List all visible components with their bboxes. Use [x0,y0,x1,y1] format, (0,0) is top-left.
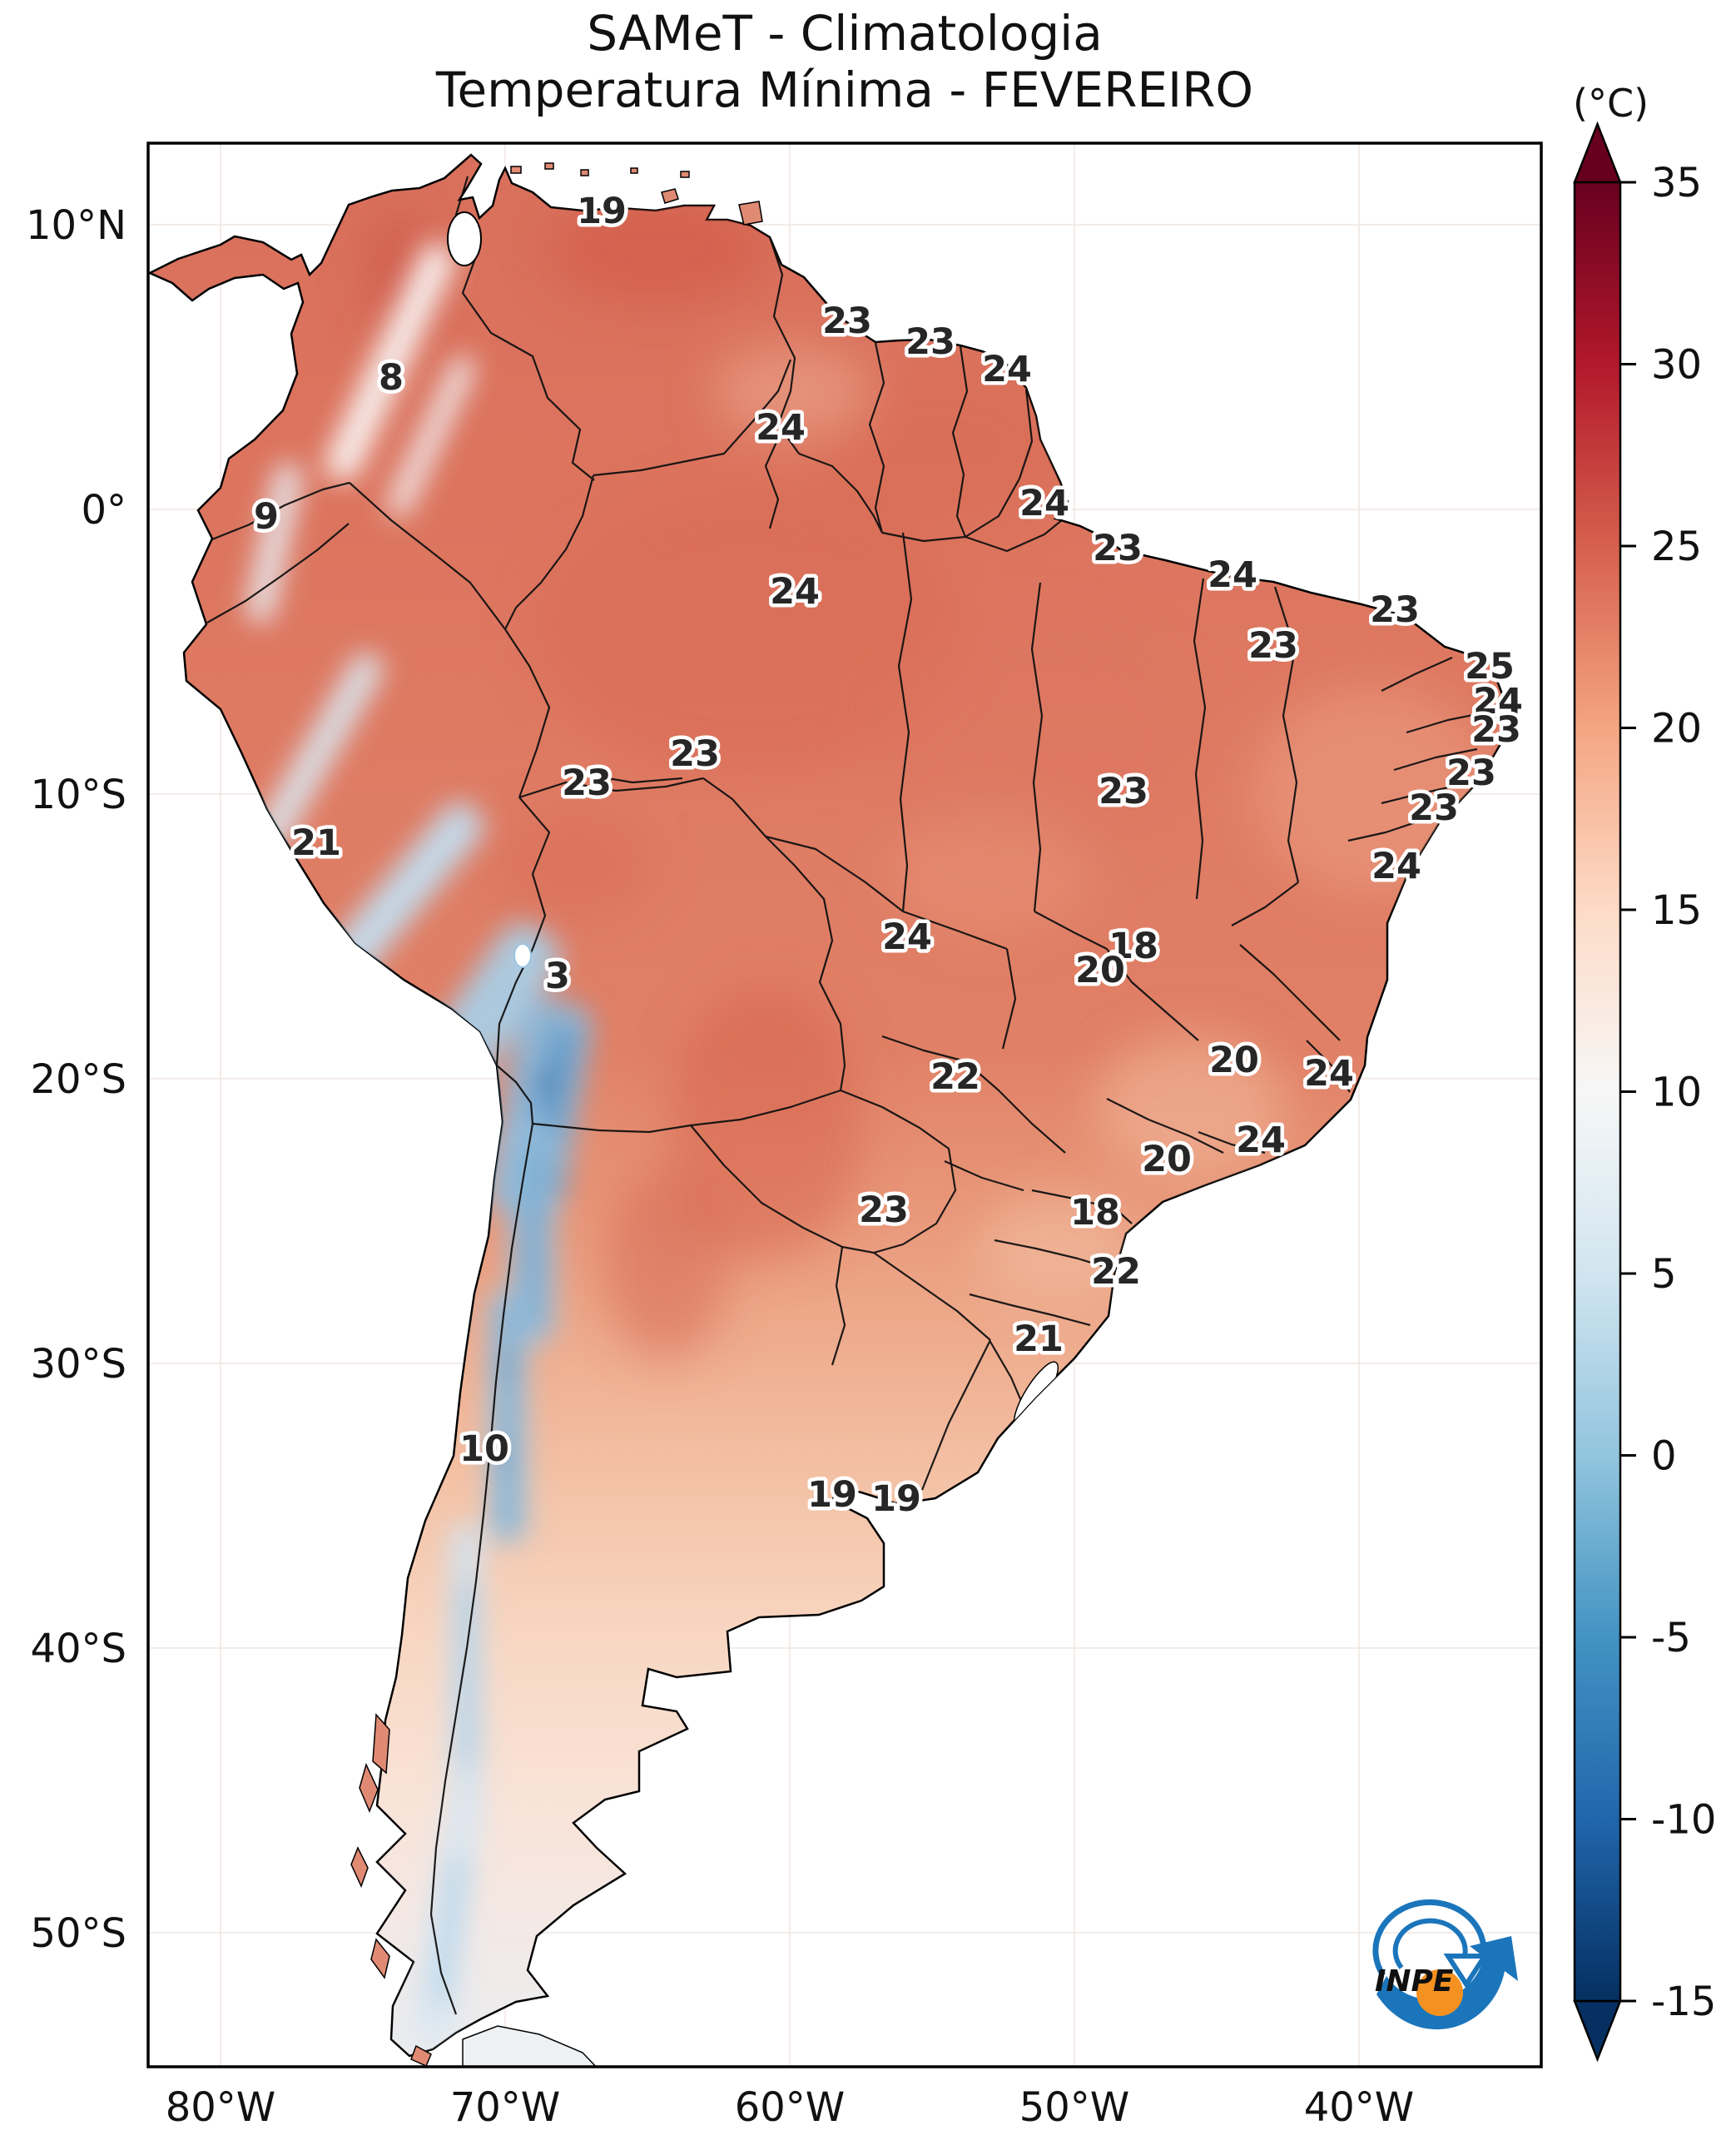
colorbar-tick-label: 20 [1651,706,1702,752]
colorbar-tick-label: 5 [1651,1251,1677,1298]
temp-label: 21 [291,822,341,864]
colorbar-tick-label: -15 [1651,1979,1716,2025]
temp-label: 19 [577,191,627,232]
temp-label: 20 [1142,1139,1192,1180]
colorbar-lower-arrow [1575,2001,1620,2059]
lat-tick-label: 20°S [30,1056,126,1103]
lon-tick-label: 50°W [1019,2084,1130,2131]
temp-label: 3 [545,956,570,997]
temp-label: 23 [905,321,955,363]
temp-label: 23 [1248,625,1298,667]
temp-label: 20 [1075,950,1125,991]
lat-tick-label: 10°S [30,772,126,818]
temp-label: 21 [1014,1318,1064,1360]
temp-label: 23 [822,300,872,342]
temp-label: 9 [254,496,279,538]
lat-tick-label: 40°S [30,1626,126,1672]
colorbar-tick-label: 25 [1651,524,1702,570]
temp-label: 24 [770,571,820,613]
map-plot-area [148,143,1541,2089]
temp-label: 23 [562,762,612,804]
temp-label: 24 [1208,554,1257,596]
temp-label: 8 [379,357,404,399]
logo-text: INPE [1375,1964,1454,1999]
lat-tick-label: 50°S [30,1910,126,1957]
lon-tick-label: 70°W [450,2084,561,2131]
temp-label: 24 [1304,1053,1354,1095]
temp-label: 23 [859,1189,909,1231]
temp-label: 24 [982,349,1032,390]
temp-label: 24 [756,407,806,449]
temp-label: 19 [807,1474,857,1516]
colorbar-ticks: 35 30 25 20 15 10 5 0 -5 -10 -15 [1620,160,1716,2025]
figure-title-line1: SAMeT - Climatologia [587,5,1103,62]
temp-label: 24 [1019,483,1069,524]
temp-label: 23 [1471,709,1521,751]
temp-label: 24 [1371,846,1421,887]
temp-label: 18 [1070,1192,1120,1234]
temp-label: 10 [459,1428,509,1470]
temp-label: 20 [1209,1040,1259,1081]
temp-label: 22 [1091,1251,1141,1293]
longitude-axis-labels: 80°W 70°W 60°W 50°W 40°W [166,2084,1415,2131]
lon-tick-label: 40°W [1304,2084,1415,2131]
figure-title-line2: Temperatura Mínima - FEVEREIRO [435,62,1253,118]
colorbar: (°C) 35 30 25 20 15 10 5 0 -5 -10 -15 [1573,81,1716,2059]
lat-tick-label: 30°S [30,1341,126,1388]
lon-tick-label: 80°W [166,2084,276,2131]
lat-tick-label: 0° [81,487,126,534]
temp-label: 24 [882,916,932,958]
temp-label: 23 [1370,589,1420,631]
lat-tick-label: 10°N [26,202,126,249]
temp-label: 22 [930,1056,980,1098]
climatology-map-figure: SAMeT - Climatologia Temperatura Mínima … [0,0,1736,2150]
colorbar-tick-label: -5 [1651,1615,1691,1661]
colorbar-tick-label: 35 [1651,160,1702,206]
lon-tick-label: 60°W [735,2084,846,2131]
colorbar-tick-label: 10 [1651,1070,1702,1116]
temp-label: 23 [1099,771,1148,812]
colorbar-tick-label: 15 [1651,887,1702,934]
temp-label: 23 [670,733,720,775]
colorbar-tick-label: 0 [1651,1433,1677,1480]
temp-label: 23 [1409,787,1459,829]
temp-label: 19 [871,1478,921,1520]
colorbar-upper-arrow [1575,124,1620,182]
colorbar-gradient [1575,182,1620,2001]
latitude-axis-labels: 10°N 0° 10°S 20°S 30°S 40°S 50°S [26,202,126,1957]
temp-label: 23 [1093,528,1143,569]
colorbar-tick-label: 30 [1651,342,1702,389]
colorbar-unit-label: (°C) [1573,81,1649,126]
temp-label: 24 [1236,1120,1286,1161]
colorbar-tick-label: -10 [1651,1797,1716,1844]
